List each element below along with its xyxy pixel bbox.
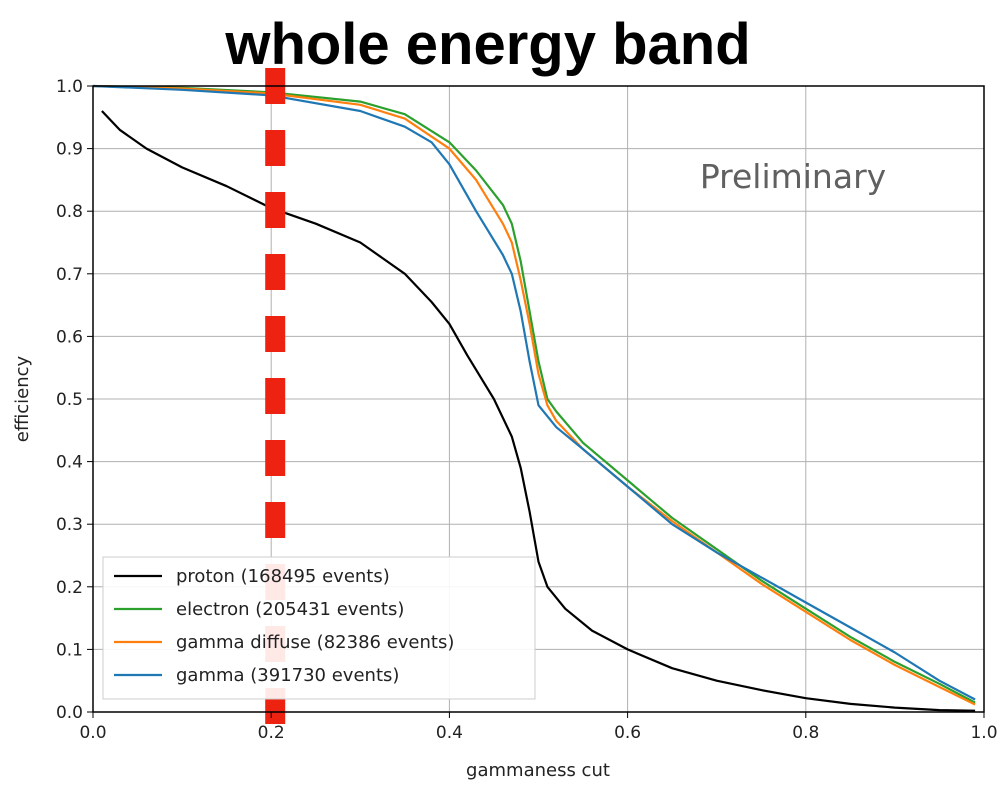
legend-label-2: gamma diffuse (82386 events) xyxy=(176,632,454,653)
series-lines xyxy=(92,84,976,712)
series-line-2 xyxy=(92,84,976,706)
y-tick-label: 0.8 xyxy=(56,202,83,222)
series-line-0 xyxy=(101,110,976,712)
legend-label-1: electron (205431 events) xyxy=(176,599,404,620)
preliminary-annotation: Preliminary xyxy=(700,157,886,196)
x-tick-label: 0.0 xyxy=(79,723,106,743)
x-tick-label: 1.0 xyxy=(970,723,997,743)
y-tick-label: 0.6 xyxy=(56,327,83,347)
legend-box xyxy=(102,556,536,700)
x-tick-label: 0.4 xyxy=(436,723,463,743)
legend: proton (168495 events) electron (205431 e… xyxy=(102,556,536,700)
legend-label-3: gamma (391730 events) xyxy=(176,665,399,686)
axis-ticks: 0.0 0.2 0.4 0.6 0.8 1.0 0.0 0.1 0.2 0.3 0.4 0.5 0.6 0… xyxy=(56,77,998,743)
y-tick-label: 0.1 xyxy=(56,640,83,660)
y-tick-label: 0.5 xyxy=(56,390,83,410)
x-tick-label: 0.6 xyxy=(614,723,641,743)
y-tick-label: 0.0 xyxy=(56,703,83,723)
x-tick-label: 0.2 xyxy=(258,723,285,743)
y-tick-label: 0.3 xyxy=(56,515,83,535)
x-tick-label: 0.8 xyxy=(792,723,819,743)
y-tick-label: 0.7 xyxy=(56,265,83,285)
y-tick-label: 0.9 xyxy=(56,140,83,160)
y-tick-label: 0.4 xyxy=(56,453,83,473)
y-tick-label: 1.0 xyxy=(56,77,83,97)
chart-title: whole energy band xyxy=(224,12,750,77)
series-line-1 xyxy=(92,84,976,704)
x-axis-label: gammaness cut xyxy=(466,760,610,781)
y-axis-label: efficiency xyxy=(12,355,33,442)
series-line-3 xyxy=(92,84,976,701)
legend-label-0: proton (168495 events) xyxy=(176,566,390,587)
y-tick-label: 0.2 xyxy=(56,578,83,598)
